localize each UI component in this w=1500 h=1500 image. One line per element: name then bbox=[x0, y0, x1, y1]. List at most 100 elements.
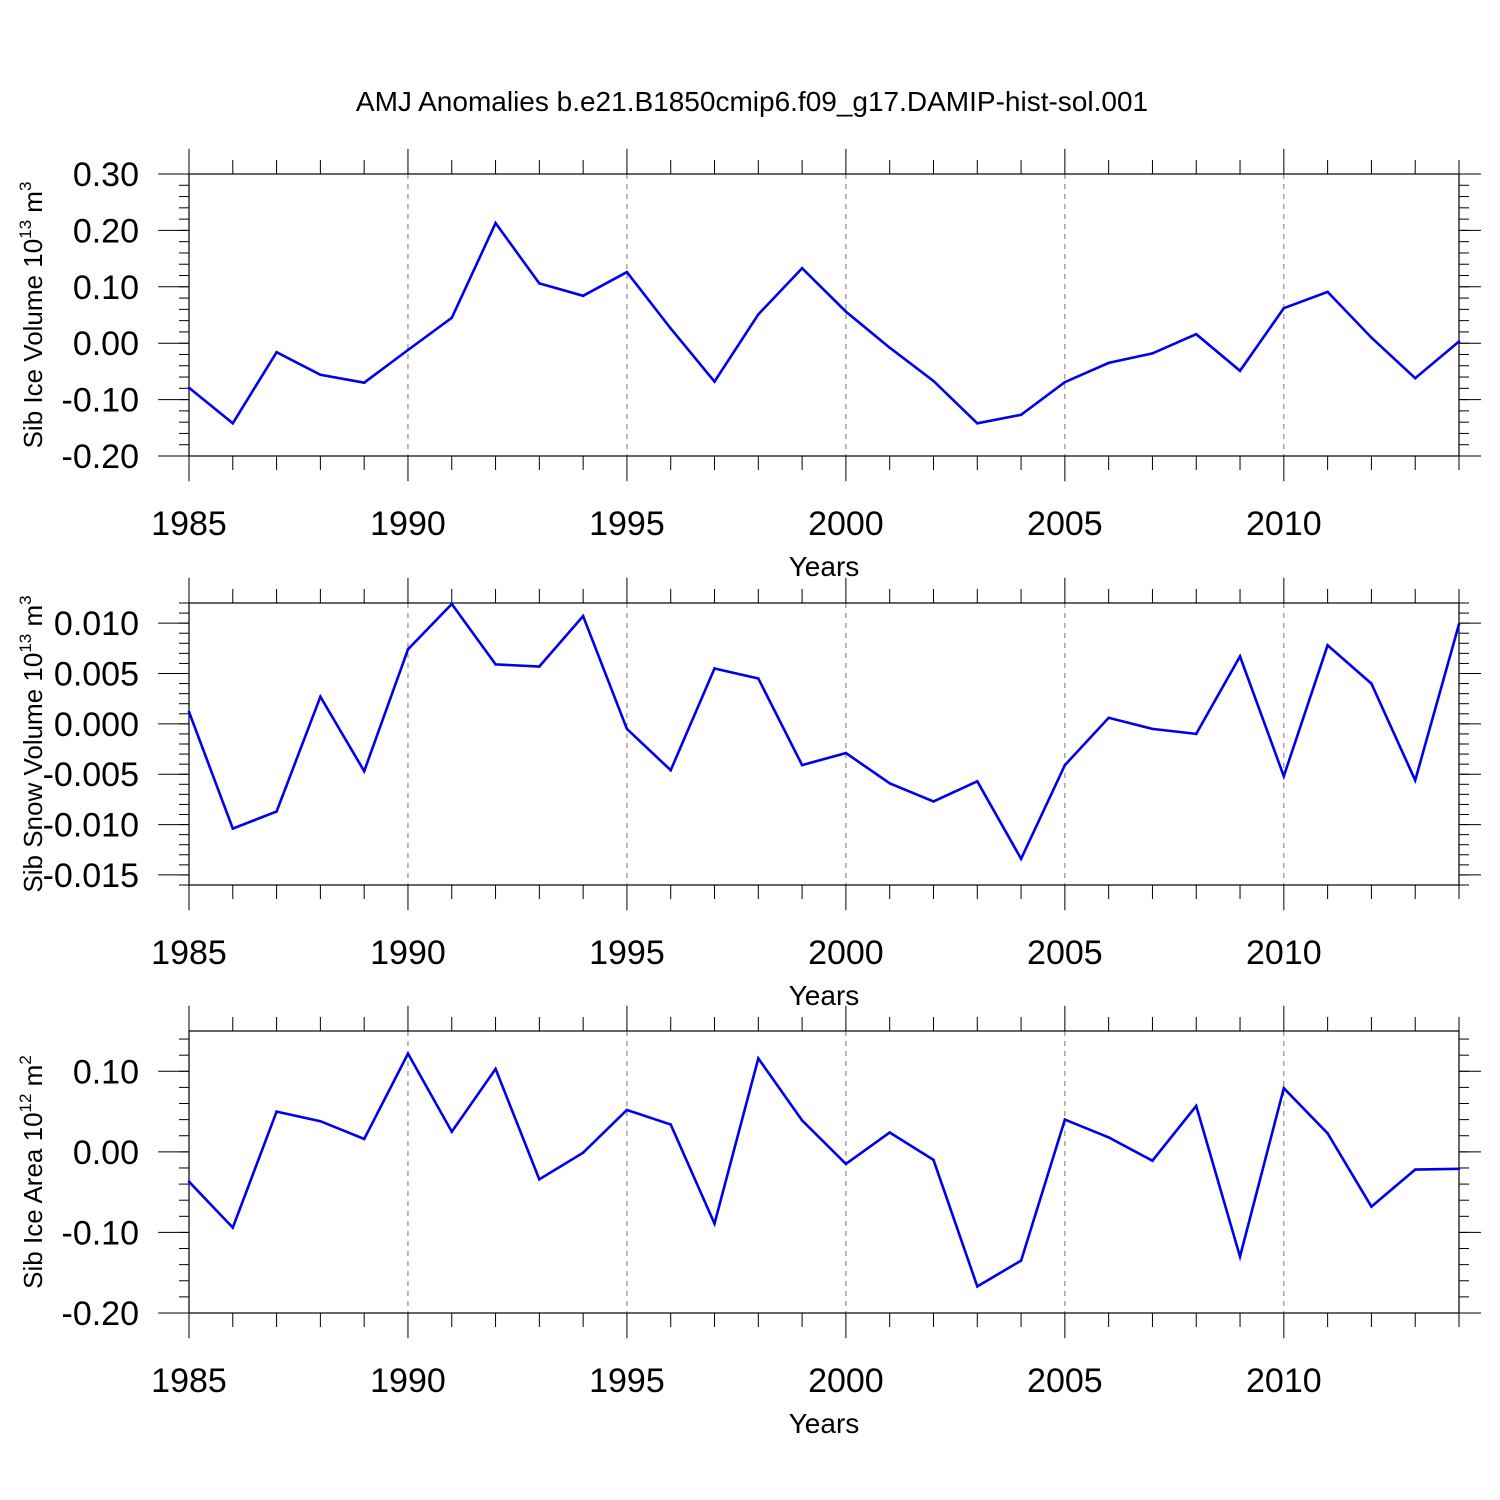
data-point bbox=[757, 677, 760, 680]
data-point bbox=[275, 810, 278, 813]
series-line bbox=[188, 1050, 1460, 1289]
data-point bbox=[1063, 763, 1067, 767]
data-point bbox=[450, 316, 454, 320]
data-point bbox=[1457, 340, 1461, 343]
y-tick-label: 0.10 bbox=[73, 1053, 139, 1091]
figure-title: AMJ Anomalies b.e21.B1850cmip6.f09_g17.D… bbox=[356, 86, 1148, 117]
data-point bbox=[757, 313, 760, 316]
data-point bbox=[231, 1226, 235, 1229]
y-tick-label: 0.00 bbox=[73, 325, 139, 363]
plot-frame bbox=[188, 602, 1460, 886]
data-point bbox=[1370, 336, 1373, 339]
x-tick-label: 2005 bbox=[1027, 505, 1103, 543]
data-point bbox=[1282, 306, 1286, 310]
y-axis-label: Sib Snow Volume 1013 m3 bbox=[16, 595, 48, 892]
x-tick-label: 2005 bbox=[1027, 934, 1103, 972]
data-point bbox=[669, 327, 673, 330]
data-point bbox=[1107, 1136, 1110, 1139]
x-tick-label: 1990 bbox=[370, 505, 446, 543]
chart-panel-2: -0.015 -0.010 -0.005 0.000 0.005 0.010 1985 199… bbox=[16, 577, 1481, 1011]
x-axis-label: Years bbox=[789, 980, 860, 1011]
y-tick-label: -0.10 bbox=[62, 1214, 140, 1252]
x-tick-label: 1990 bbox=[370, 934, 446, 972]
data-point bbox=[494, 663, 497, 666]
data-point bbox=[1238, 1255, 1242, 1258]
x-tick-label: 1995 bbox=[589, 505, 665, 543]
data-point bbox=[713, 380, 716, 383]
data-point bbox=[975, 779, 979, 783]
x-tick-label: 1995 bbox=[589, 1362, 665, 1400]
data-point bbox=[1238, 655, 1242, 658]
data-point bbox=[932, 1158, 935, 1162]
panels: -0.20 -0.10 0.00 0.10 0.20 0.30 1985 1990 1995 20… bbox=[16, 148, 1481, 1439]
data-point bbox=[362, 381, 366, 384]
data-point bbox=[1457, 622, 1461, 626]
data-point bbox=[800, 266, 804, 270]
data-point bbox=[1326, 290, 1329, 294]
y-tick-label: 0.005 bbox=[54, 656, 139, 694]
data-point bbox=[1238, 369, 1242, 373]
data-point bbox=[1326, 1132, 1329, 1135]
y-tick-label: -0.20 bbox=[62, 438, 140, 476]
data-point bbox=[844, 1162, 848, 1166]
data-point bbox=[669, 1123, 673, 1126]
data-point bbox=[975, 1285, 979, 1288]
x-tick-label: 1985 bbox=[151, 934, 227, 972]
data-point bbox=[450, 1130, 454, 1134]
data-point bbox=[494, 1067, 497, 1071]
data-point bbox=[757, 1057, 760, 1060]
data-point bbox=[275, 350, 278, 354]
data-point bbox=[275, 1110, 278, 1113]
y-tick-label: 0.30 bbox=[73, 156, 139, 194]
data-point bbox=[713, 667, 716, 670]
data-point bbox=[406, 1052, 410, 1055]
data-point bbox=[231, 827, 235, 830]
x-tick-label: 1995 bbox=[589, 934, 665, 972]
data-point bbox=[187, 710, 191, 714]
x-tick-label: 2000 bbox=[808, 505, 884, 543]
y-tick-label: 0.000 bbox=[54, 706, 139, 744]
y-tick-label: 0.010 bbox=[54, 605, 139, 643]
data-point bbox=[538, 665, 541, 668]
data-point bbox=[1107, 716, 1110, 720]
x-tick-label: 2000 bbox=[808, 1362, 884, 1400]
y-tick-label: 0.10 bbox=[73, 269, 139, 307]
data-point bbox=[319, 373, 322, 377]
data-point bbox=[975, 421, 979, 425]
data-point bbox=[1282, 774, 1286, 778]
data-point bbox=[1413, 1168, 1417, 1171]
y-tick-label: -0.005 bbox=[43, 756, 139, 794]
data-point bbox=[187, 1180, 191, 1183]
x-tick-label: 2010 bbox=[1246, 505, 1322, 543]
data-point bbox=[319, 695, 322, 698]
y-tick-label: -0.010 bbox=[43, 807, 139, 845]
data-point bbox=[713, 1222, 716, 1225]
data-point bbox=[406, 348, 410, 352]
x-tick-label: 2005 bbox=[1027, 1362, 1103, 1400]
x-tick-label: 1985 bbox=[151, 1362, 227, 1400]
data-point bbox=[450, 602, 454, 606]
data-point bbox=[800, 1119, 804, 1122]
data-point bbox=[1194, 332, 1198, 336]
data-point bbox=[1194, 1104, 1198, 1108]
data-point bbox=[1063, 380, 1067, 384]
data-point bbox=[1457, 1167, 1461, 1171]
plot-frame bbox=[188, 1030, 1460, 1314]
x-tick-label: 1985 bbox=[151, 505, 227, 543]
y-tick-label: 0.20 bbox=[73, 212, 139, 250]
data-point bbox=[538, 282, 541, 285]
data-point bbox=[1151, 352, 1154, 355]
data-point bbox=[319, 1119, 322, 1123]
data-point bbox=[581, 614, 585, 618]
data-point bbox=[1282, 1086, 1286, 1090]
data-point bbox=[1413, 778, 1417, 782]
x-axis-label: Years bbox=[789, 551, 860, 582]
series-line bbox=[188, 220, 1460, 426]
data-point bbox=[1063, 1118, 1067, 1121]
chart-panel-1: -0.20 -0.10 0.00 0.10 0.20 0.30 1985 1990 1995 20… bbox=[16, 148, 1481, 582]
data-point bbox=[362, 1137, 366, 1141]
y-tick-label: -0.10 bbox=[62, 382, 140, 420]
data-point bbox=[1019, 1259, 1023, 1262]
x-tick-label: 2010 bbox=[1246, 1362, 1322, 1400]
